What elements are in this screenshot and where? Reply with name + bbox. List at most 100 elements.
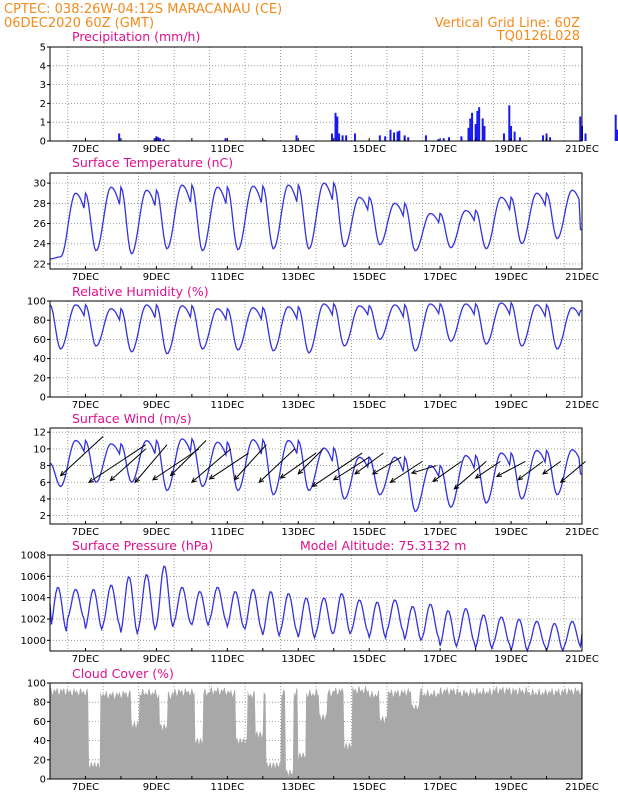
wind-vector — [496, 460, 526, 477]
wind-vector-head — [279, 473, 286, 479]
wind-vector — [209, 452, 249, 480]
precipitation-bar — [448, 137, 450, 141]
precipitation-panel: Precipitation (mm/h) 0 1 2 3 4 5 7DEC 9DEC 11DEC… — [40, 29, 618, 155]
humidity-xtick-label: 19DEC — [494, 400, 528, 411]
precipitation-bar — [398, 130, 401, 141]
wind-xtick-label: 21DEC — [565, 527, 599, 538]
wind-xtick-label: 9DEC — [143, 527, 170, 538]
wind-xtick-label: 7DEC — [72, 527, 99, 538]
cloud-cover-ytick-label: 40 — [33, 736, 46, 747]
pressure-ytick-label: 1004 — [21, 593, 46, 604]
wind-vector-head — [474, 473, 481, 479]
header-run-date: 06DEC2020 60Z (GMT) — [4, 16, 154, 31]
precipitation-bar — [158, 138, 161, 141]
precipitation-bar — [118, 133, 121, 141]
wind-vector — [542, 460, 562, 475]
wind-vector — [517, 460, 544, 481]
precipitation-bar — [510, 125, 513, 141]
temperature-ytick-label: 26 — [33, 219, 46, 230]
wind-xtick-label: 13DEC — [281, 527, 315, 538]
wind-vector-head — [233, 474, 240, 481]
cloud-cover-xtick-label: 15DEC — [352, 782, 386, 793]
pressure-xtick-label: 17DEC — [423, 654, 457, 665]
wind-vector-head — [354, 469, 360, 475]
wind-vector-head — [134, 477, 140, 484]
precipitation-xtick-label: 15DEC — [352, 144, 386, 155]
precipitation-bar — [584, 133, 587, 141]
wind-ytick-label: 10 — [33, 444, 46, 455]
wind-xtick-label: 19DEC — [494, 527, 528, 538]
wind-vector-head — [169, 470, 176, 477]
temperature-ytick-label: 30 — [33, 179, 46, 190]
wind-vector — [453, 461, 487, 490]
precipitation-bar — [334, 112, 337, 141]
temperature-title: Surface Temperature (nC) — [72, 155, 233, 170]
wind-vector-head — [59, 470, 66, 477]
temperature-xtick-label: 19DEC — [494, 272, 528, 283]
precipitation-bar — [481, 118, 484, 141]
pressure-xtick-label: 11DEC — [210, 654, 244, 665]
cloud-cover-ytick-label: 0 — [40, 775, 46, 786]
wind-vector — [109, 448, 147, 481]
wind-vector-head — [432, 476, 439, 483]
humidity-xtick-label: 7DEC — [72, 400, 99, 411]
humidity-xtick-label: 9DEC — [143, 400, 170, 411]
wind-vector — [191, 448, 232, 483]
pressure-title: Surface Pressure (hPa) — [72, 538, 213, 553]
pressure-ytick-label: 1002 — [21, 615, 46, 626]
cloud-cover-xtick-label: 13DEC — [281, 782, 315, 793]
precipitation-bar — [354, 133, 357, 141]
wind-ytick-label: 12 — [33, 428, 46, 439]
cloud-cover-area — [50, 685, 582, 779]
temperature-ytick-label: 22 — [33, 259, 46, 270]
precipitation-bar — [295, 135, 298, 141]
wind-title: Surface Wind (m/s) — [72, 411, 192, 426]
humidity-xtick-label: 13DEC — [281, 400, 315, 411]
precipitation-bar — [157, 137, 160, 141]
humidity-xtick-label: 21DEC — [565, 400, 599, 411]
humidity-frame — [49, 300, 583, 398]
wind-vector-head — [311, 481, 318, 488]
wind-vector-head — [453, 484, 460, 490]
humidity-ytick-label: 20 — [33, 373, 46, 384]
temperature-xtick-label: 15DEC — [352, 272, 386, 283]
wind-vector-head — [559, 477, 566, 484]
cloud-cover-ytick-label: 20 — [33, 755, 46, 766]
header-model-id: TQ0126L028 — [496, 29, 580, 44]
precipitation-xtick-label: 11DEC — [210, 144, 244, 155]
precipitation-bar — [508, 105, 511, 141]
wind-panel: Surface Wind (m/s) 2 4 6 8 10 12 7DEC 9DEC 11DEC… — [33, 411, 599, 538]
humidity-ytick-label: 40 — [33, 354, 46, 365]
model-altitude-label: Model Altitude: 75.3132 m — [300, 538, 466, 553]
wind-ytick-label: 4 — [40, 494, 46, 505]
precipitation-bar — [330, 133, 333, 141]
cloud-cover-ytick-label: 80 — [33, 698, 46, 709]
humidity-series-line — [49, 301, 582, 355]
precipitation-bar — [378, 135, 381, 141]
pressure-xtick-label: 15DEC — [352, 654, 386, 665]
wind-vector-head — [389, 477, 396, 483]
precipitation-bar — [341, 135, 344, 141]
precipitation-bar — [471, 112, 474, 141]
wind-vector-head — [371, 469, 378, 475]
precipitation-bar — [502, 133, 505, 141]
precipitation-bar — [545, 133, 548, 141]
wind-vector — [354, 452, 384, 475]
cloud-cover-xtick-label: 11DEC — [210, 782, 244, 793]
cloud-cover-xtick-label: 19DEC — [494, 782, 528, 793]
wind-vector-head — [297, 469, 304, 475]
pressure-ytick-label: 1008 — [21, 551, 46, 562]
precipitation-xtick-label: 19DEC — [494, 144, 528, 155]
precipitation-frame — [49, 46, 583, 142]
precipitation-bar — [224, 138, 227, 141]
header-location: CPTEC: 038:26W-04:12S MARACANAU (CE) — [4, 2, 282, 17]
pressure-xtick-label: 19DEC — [494, 654, 528, 665]
precipitation-xtick-label: 9DEC — [143, 144, 170, 155]
precipitation-bar — [407, 137, 410, 141]
temperature-xtick-label: 13DEC — [281, 272, 315, 283]
humidity-ytick-label: 60 — [33, 335, 46, 346]
wind-xtick-label: 15DEC — [352, 527, 386, 538]
wind-vector-head — [88, 477, 95, 483]
wind-vector — [134, 444, 168, 483]
